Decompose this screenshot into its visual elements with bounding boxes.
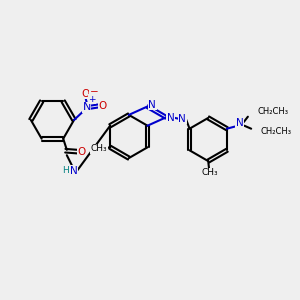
Text: CH₃: CH₃: [201, 168, 218, 177]
Text: O: O: [98, 101, 106, 111]
Text: CH₂CH₃: CH₂CH₃: [257, 107, 289, 116]
Text: N: N: [178, 114, 186, 124]
Text: N: N: [148, 100, 156, 110]
Text: CH₃: CH₃: [91, 144, 107, 153]
Text: +: +: [88, 94, 96, 103]
Text: H: H: [61, 166, 68, 175]
Text: O: O: [78, 147, 86, 157]
Text: N: N: [236, 118, 244, 128]
Text: O: O: [81, 89, 89, 99]
Text: N: N: [82, 102, 91, 112]
Text: N: N: [70, 166, 77, 176]
Text: N: N: [167, 113, 175, 124]
Text: CH₂CH₃: CH₂CH₃: [260, 127, 291, 136]
Text: −: −: [90, 87, 98, 97]
